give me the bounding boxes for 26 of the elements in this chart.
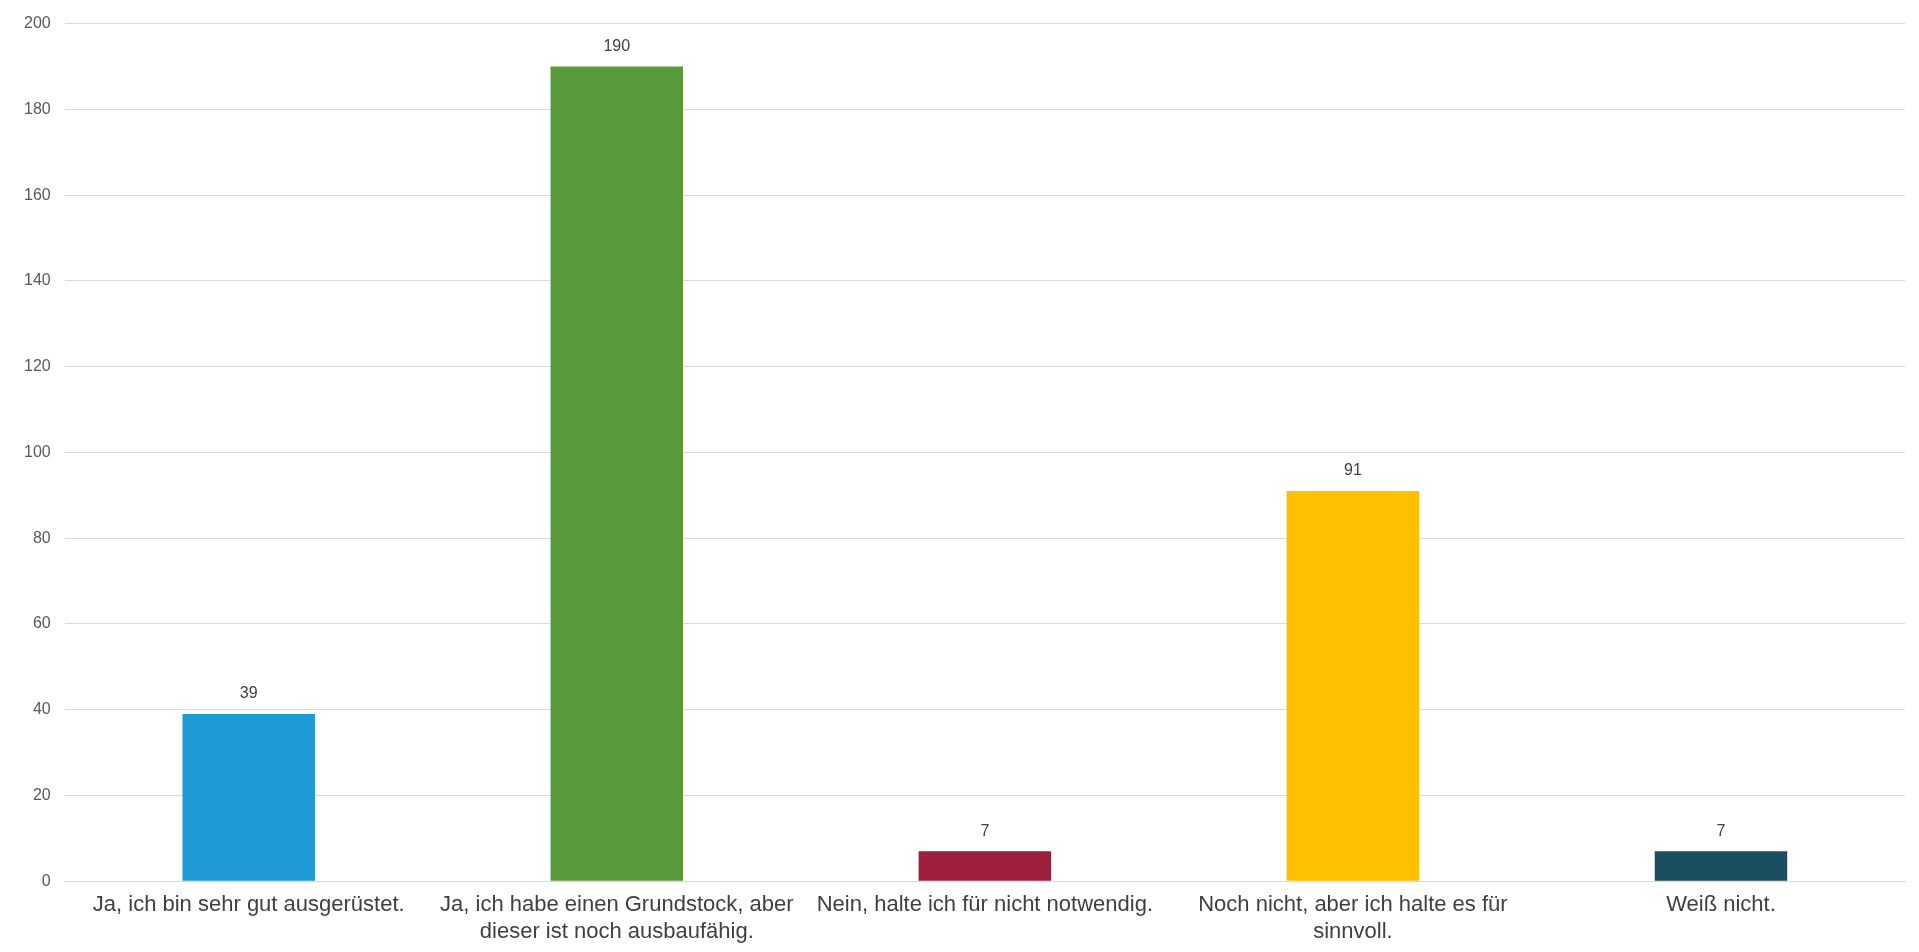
data-label: 190: [603, 36, 631, 54]
x-tick-label: Weiß nicht.: [1666, 891, 1776, 917]
bar: [1286, 490, 1420, 881]
y-tick-label: 160: [23, 185, 51, 203]
y-tick-label: 120: [23, 357, 51, 375]
data-label: 39: [239, 684, 258, 702]
bar: [918, 851, 1052, 881]
bar: [1654, 851, 1788, 881]
y-tick-label: 100: [23, 442, 51, 460]
y-tick-label: 180: [23, 99, 51, 117]
bar: [182, 713, 315, 881]
y-tick-label: 0: [41, 871, 51, 889]
y-tick-label: 140: [23, 271, 51, 289]
x-tick-label: Nein, halte ich für nicht notwendig.: [816, 891, 1153, 917]
y-tick-label: 60: [32, 614, 51, 632]
data-label: 7: [980, 821, 990, 839]
x-tick-label: Ja, ich bin sehr gut ausgerüstet.: [92, 891, 405, 917]
bar: [550, 66, 684, 881]
data-label: 7: [1716, 821, 1726, 839]
y-tick-label: 80: [32, 528, 51, 546]
data-label: 91: [1344, 461, 1362, 479]
y-tick-label: 200: [23, 14, 51, 32]
x-tick-label: Noch nicht, aber ich halte es für sinnvoll.: [1198, 891, 1508, 943]
y-tick-label: 20: [32, 785, 51, 803]
x-tick-label: Ja, ich habe einen Grundstock, aber dieser ist noch ausbaufähig.: [440, 891, 794, 943]
y-tick-label: 40: [32, 700, 51, 718]
